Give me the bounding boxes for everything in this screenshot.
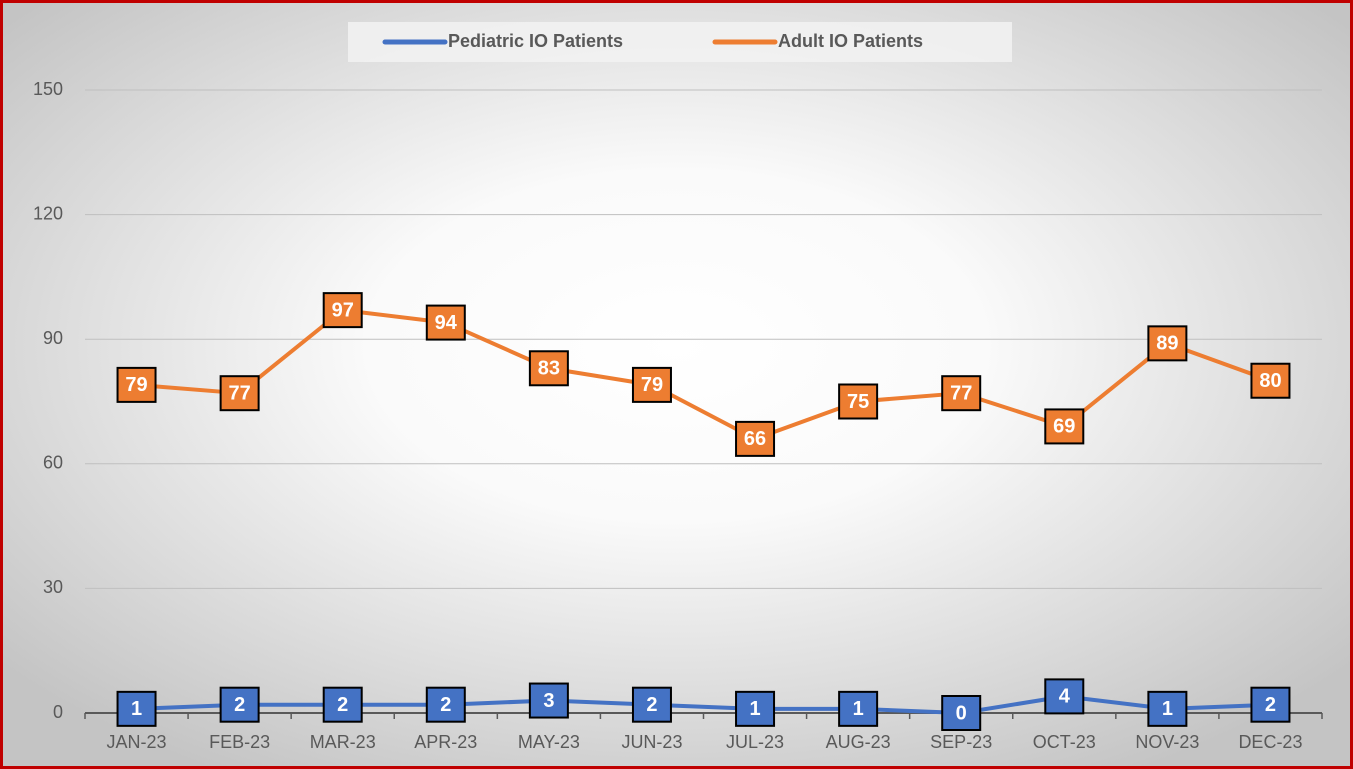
data-label: 1 xyxy=(131,698,142,720)
data-label: 97 xyxy=(332,299,354,321)
data-label-box xyxy=(941,695,982,731)
data-label: 94 xyxy=(435,312,458,334)
data-label: 89 xyxy=(1156,333,1178,355)
data-label: 1 xyxy=(1162,698,1173,720)
data-label-box xyxy=(735,420,776,457)
data-label-box xyxy=(219,375,260,412)
data-label: 79 xyxy=(125,374,147,396)
data-label-box xyxy=(116,366,157,403)
data-label: 2 xyxy=(646,694,657,716)
data-label: 2 xyxy=(234,694,245,716)
data-label-box xyxy=(1147,325,1188,362)
y-tick-label: 90 xyxy=(43,328,63,348)
data-label-box xyxy=(322,292,363,329)
data-label-box xyxy=(1250,362,1291,399)
x-tick-label: MAY-23 xyxy=(518,732,580,752)
data-label-box xyxy=(116,690,157,727)
data-label: 2 xyxy=(337,694,348,716)
data-label: 3 xyxy=(543,690,554,712)
legend-label: Adult IO Patients xyxy=(778,31,923,51)
data-label-box xyxy=(322,686,363,723)
x-tick-label: MAR-23 xyxy=(310,732,376,752)
x-tick-label: OCT-23 xyxy=(1033,732,1096,752)
x-tick-label: APR-23 xyxy=(414,732,477,752)
data-label: 77 xyxy=(229,382,251,404)
data-label-box xyxy=(838,383,879,420)
data-label: 80 xyxy=(1259,370,1281,392)
y-tick-label: 150 xyxy=(33,79,63,99)
data-label: 77 xyxy=(950,382,972,404)
data-label-box xyxy=(425,686,466,723)
data-label: 83 xyxy=(538,358,560,380)
data-label: 4 xyxy=(1059,686,1071,708)
legend-box xyxy=(348,22,1012,62)
x-tick-label: JUN-23 xyxy=(621,732,682,752)
data-label-box xyxy=(1044,408,1085,445)
x-tick-label: NOV-23 xyxy=(1135,732,1199,752)
legend-label: Pediatric IO Patients xyxy=(448,31,623,51)
x-tick-label: JUL-23 xyxy=(726,732,784,752)
data-label-box xyxy=(425,304,466,341)
data-label: 1 xyxy=(853,698,864,720)
data-label: 0 xyxy=(956,702,967,724)
data-label-box xyxy=(528,682,569,719)
data-label-box xyxy=(735,690,776,727)
data-label-box xyxy=(631,686,672,723)
data-label: 79 xyxy=(641,374,663,396)
data-label: 66 xyxy=(744,428,766,450)
x-tick-label: FEB-23 xyxy=(209,732,270,752)
data-label: 69 xyxy=(1053,416,1075,438)
data-label-box xyxy=(838,690,879,727)
x-tick-label: DEC-23 xyxy=(1238,732,1302,752)
data-label: 2 xyxy=(1265,694,1276,716)
x-tick-label: JAN-23 xyxy=(107,732,167,752)
data-label-box xyxy=(1044,678,1085,715)
y-tick-label: 60 xyxy=(43,453,63,473)
y-tick-label: 0 xyxy=(53,702,63,722)
data-label-box xyxy=(631,366,672,403)
data-label-box xyxy=(219,686,260,723)
data-label: 1 xyxy=(749,698,760,720)
x-tick-label: SEP-23 xyxy=(930,732,992,752)
y-tick-label: 120 xyxy=(33,203,63,223)
data-label-box xyxy=(1250,686,1291,723)
data-label: 2 xyxy=(440,694,451,716)
y-tick-label: 30 xyxy=(43,577,63,597)
data-label: 75 xyxy=(847,391,869,413)
data-label-box xyxy=(1147,690,1188,727)
data-label-box xyxy=(941,375,982,412)
data-label-box xyxy=(528,350,569,387)
x-tick-label: AUG-23 xyxy=(826,732,891,752)
